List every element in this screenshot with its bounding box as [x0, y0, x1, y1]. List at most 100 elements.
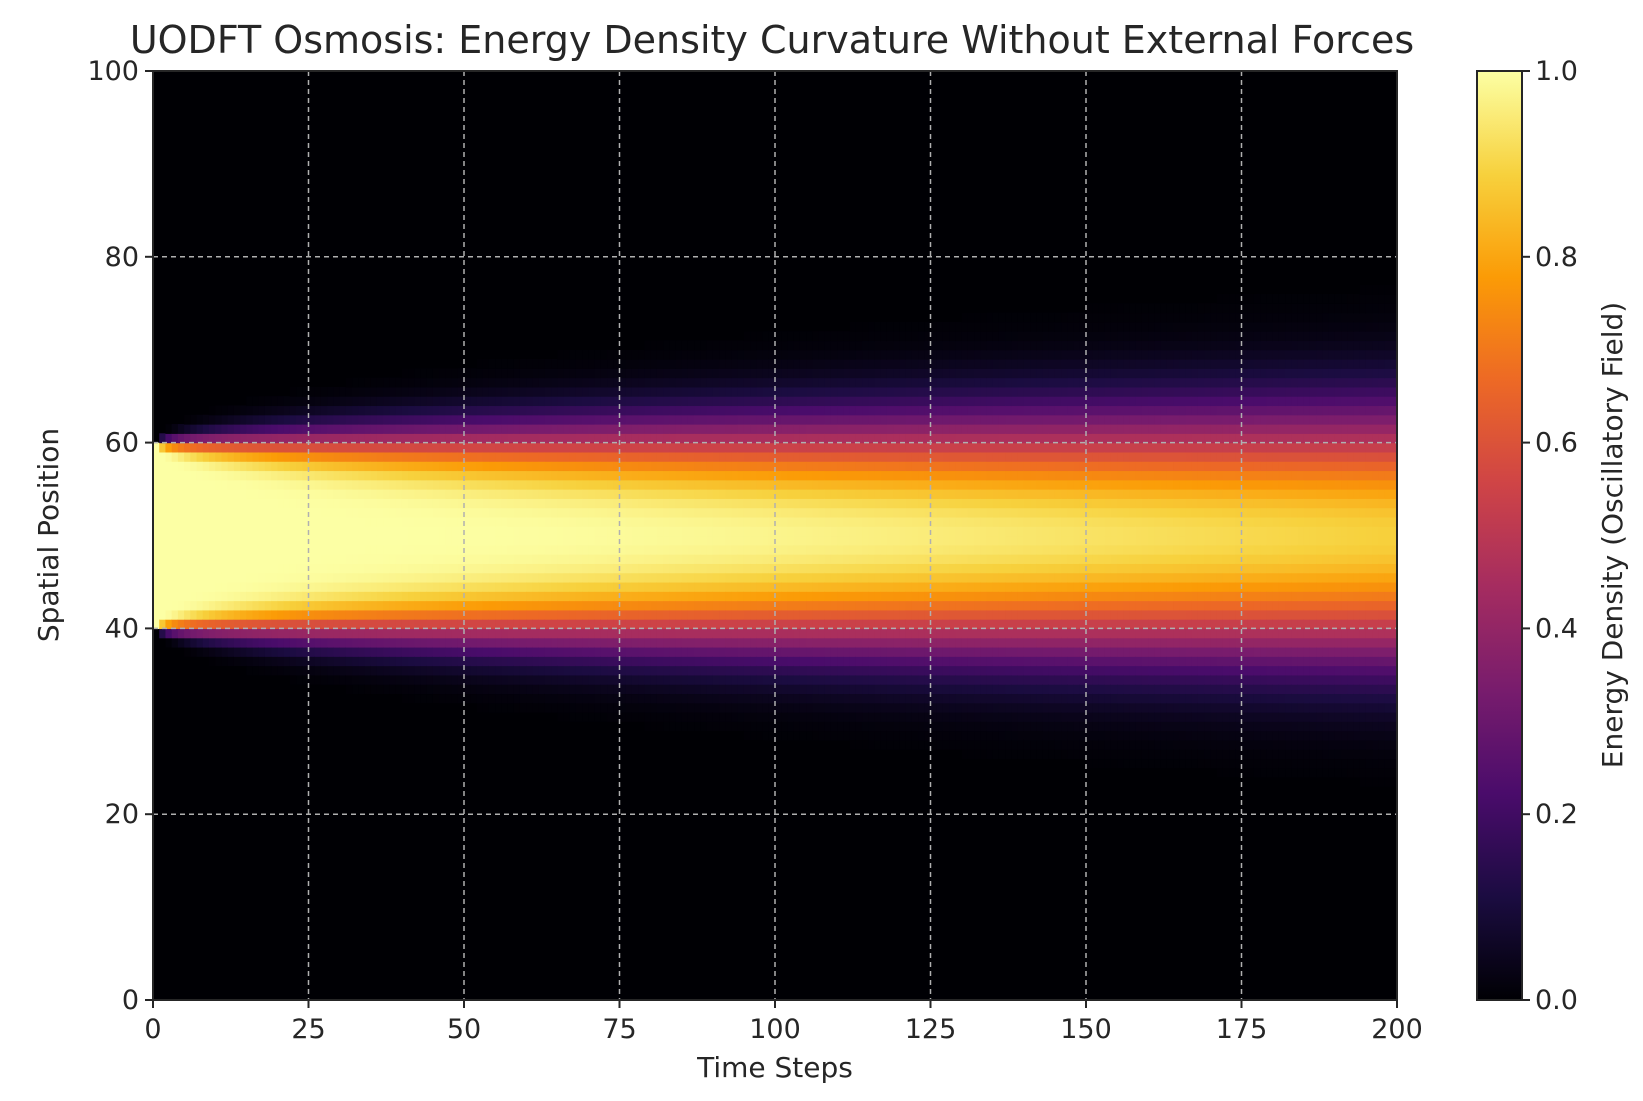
heat-cell [687, 535, 695, 546]
heat-cell [327, 516, 334, 527]
heat-cell [302, 414, 310, 425]
heat-cell [507, 674, 515, 685]
heat-cell [924, 619, 932, 629]
heat-cell [694, 507, 701, 518]
heat-cell [364, 386, 372, 397]
heat-cell [544, 684, 552, 695]
heat-cell [296, 591, 303, 602]
heat-cell [843, 396, 851, 407]
heat-cell [526, 563, 534, 574]
heat-cell [712, 665, 720, 676]
heat-cell [196, 637, 204, 648]
heat-cell [656, 674, 664, 685]
heat-cell [669, 386, 677, 397]
heat-cell [743, 554, 751, 564]
heat-cell [961, 507, 969, 518]
heat-cell [420, 414, 428, 425]
heat-cell [271, 451, 278, 462]
heat-cell [501, 479, 509, 490]
heat-cell [513, 702, 521, 713]
heat-cell [221, 461, 229, 472]
heat-cell [613, 470, 621, 481]
heat-cell [296, 600, 303, 611]
heat-cell [613, 414, 621, 425]
heat-cell [806, 730, 813, 741]
heat-cell [619, 349, 627, 360]
heat-cell [687, 516, 695, 527]
heat-cell [445, 507, 453, 518]
heat-cell [706, 479, 714, 490]
heat-cell [246, 563, 254, 574]
heat-cell [706, 544, 714, 555]
heat-cell [457, 693, 465, 704]
heat-cell [936, 721, 944, 732]
heat-cell [165, 516, 173, 527]
heat-cell [675, 563, 683, 574]
heat-cell [495, 637, 502, 648]
heat-cell [880, 331, 888, 342]
heat-cell [364, 451, 372, 462]
heat-cell [967, 591, 975, 602]
heat-cell [955, 377, 963, 388]
heat-cell [370, 581, 378, 592]
heat-cell [320, 451, 328, 462]
heat-cell [289, 414, 297, 425]
heat-cell [501, 693, 509, 704]
heat-cell [432, 684, 440, 695]
heat-cell [631, 349, 639, 360]
heat-cell [762, 470, 770, 481]
heat-cell [855, 451, 863, 462]
heat-cell [886, 451, 894, 462]
heat-cell [663, 405, 670, 416]
heat-cell [227, 479, 235, 490]
heat-cell [451, 433, 459, 444]
heat-cell [880, 609, 888, 620]
heat-cell [824, 535, 832, 546]
heat-cell [420, 619, 428, 629]
heat-cell [389, 581, 397, 592]
heat-cell [799, 526, 807, 537]
heat-cell [942, 535, 950, 546]
heat-cell [625, 637, 633, 648]
heat-cell [607, 656, 614, 667]
heat-cell [924, 591, 932, 602]
heat-cell [936, 368, 944, 379]
heat-cell [930, 526, 938, 537]
heat-cell [439, 479, 446, 490]
heat-cell [464, 396, 471, 407]
heat-cell [799, 451, 807, 462]
heat-cell [955, 489, 963, 499]
heat-cell [439, 489, 446, 499]
heat-cell [886, 572, 894, 583]
heat-cell [171, 535, 179, 546]
heat-cell [264, 526, 272, 537]
heat-cell [519, 646, 527, 657]
heat-cell [650, 600, 658, 611]
heat-cell [936, 674, 944, 685]
heat-cell [862, 609, 869, 620]
heat-cell [812, 646, 820, 657]
heat-cell [252, 442, 260, 453]
heat-cell [488, 600, 496, 611]
heat-cell [507, 554, 515, 564]
heat-cell [905, 489, 913, 499]
heat-cell [961, 479, 969, 490]
heat-cell [663, 414, 670, 425]
heat-cell [544, 433, 552, 444]
heat-cell [501, 600, 509, 611]
heat-cell [893, 516, 900, 527]
heat-cell [519, 489, 527, 499]
heat-cell [706, 507, 714, 518]
heat-cell [855, 600, 863, 611]
heat-cell [681, 581, 689, 592]
heat-cell [395, 377, 403, 388]
heat-cell [899, 665, 907, 676]
heat-cell [395, 414, 403, 425]
heat-cell [252, 581, 260, 592]
heat-cell [830, 684, 838, 695]
heat-cell [345, 451, 353, 462]
heat-cell [563, 563, 571, 574]
heat-cell [725, 526, 733, 537]
heat-cell [737, 721, 745, 732]
heat-cell [457, 433, 465, 444]
